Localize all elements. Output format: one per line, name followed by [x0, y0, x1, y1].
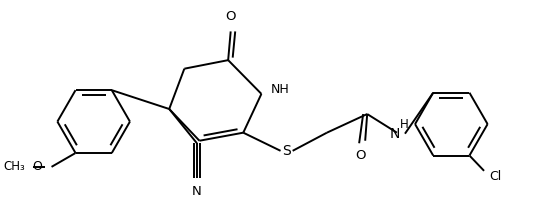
Text: NH: NH [271, 83, 289, 96]
Text: S: S [282, 144, 291, 158]
Text: N: N [192, 185, 202, 198]
Text: O: O [225, 10, 236, 23]
Text: N: N [390, 127, 400, 141]
Text: Cl: Cl [489, 170, 501, 183]
Text: H: H [400, 118, 409, 131]
Text: O: O [33, 160, 43, 173]
Text: O: O [356, 149, 366, 162]
Text: CH₃: CH₃ [4, 160, 25, 173]
